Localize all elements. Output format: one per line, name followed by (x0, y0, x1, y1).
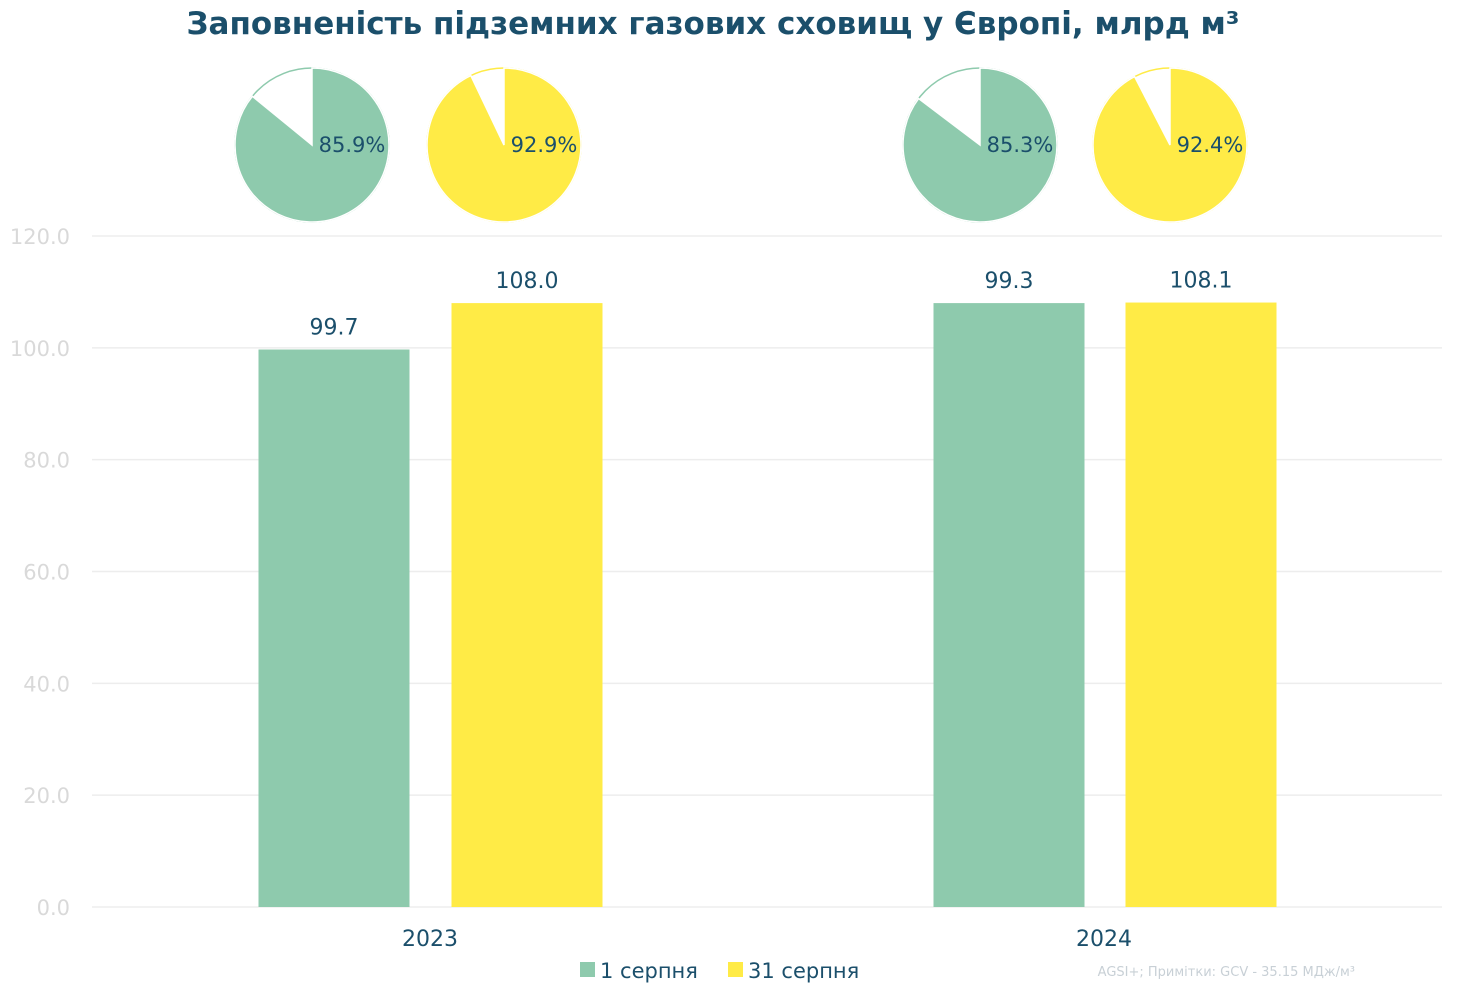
bar-value-label: 108.0 (496, 269, 559, 294)
legend-label-31-serpnia: 31 серпня (748, 959, 859, 983)
y-tick-label: 120.0 (10, 225, 70, 249)
bar (258, 349, 410, 907)
bar-value-label: 99.7 (310, 316, 359, 341)
pie-percent-label: 92.9% (511, 133, 578, 157)
legend-label-1-serpnia: 1 серпня (600, 959, 698, 983)
bar (451, 303, 603, 908)
y-tick-label: 20.0 (23, 784, 70, 808)
x-category-label: 2023 (402, 927, 458, 952)
pie-percent-label: 92.4% (1177, 133, 1244, 157)
legend: 1 серпня 31 серпня (580, 959, 859, 983)
pie-slice (234, 67, 390, 223)
bar (1125, 302, 1277, 907)
pie-percent-label: 85.3% (987, 133, 1054, 157)
y-tick-label: 40.0 (23, 672, 70, 696)
bar-value-label: 99.3 (985, 269, 1034, 294)
bar-layer: 99.7 99.3 108.0 108.1 2023 2024 (258, 269, 1277, 952)
pie-percent-label: 85.9% (319, 133, 386, 157)
pie-layer: 85.9% 92.9% 85.3% 92.4% (234, 67, 1248, 223)
y-tick-label: 100.0 (10, 337, 70, 361)
bar (933, 303, 1085, 908)
y-tick-label: 0.0 (37, 896, 70, 920)
bar-value-label: 108.1 (1170, 269, 1233, 294)
x-category-label: 2024 (1076, 927, 1132, 952)
y-tick-label: 80.0 (23, 449, 70, 473)
legend-swatch-1-serpnia (580, 962, 595, 977)
pie-slice (426, 67, 582, 223)
source-note: AGSI+; Примітки: GCV - 35.15 МДж/м³ (1098, 965, 1355, 980)
chart-title: Заповненість підземних газових сховищ у … (187, 6, 1240, 42)
legend-swatch-31-serpnia (728, 962, 743, 977)
y-tick-label: 60.0 (23, 561, 70, 585)
pie-slice (902, 67, 1058, 223)
pie-slice (1092, 67, 1248, 223)
